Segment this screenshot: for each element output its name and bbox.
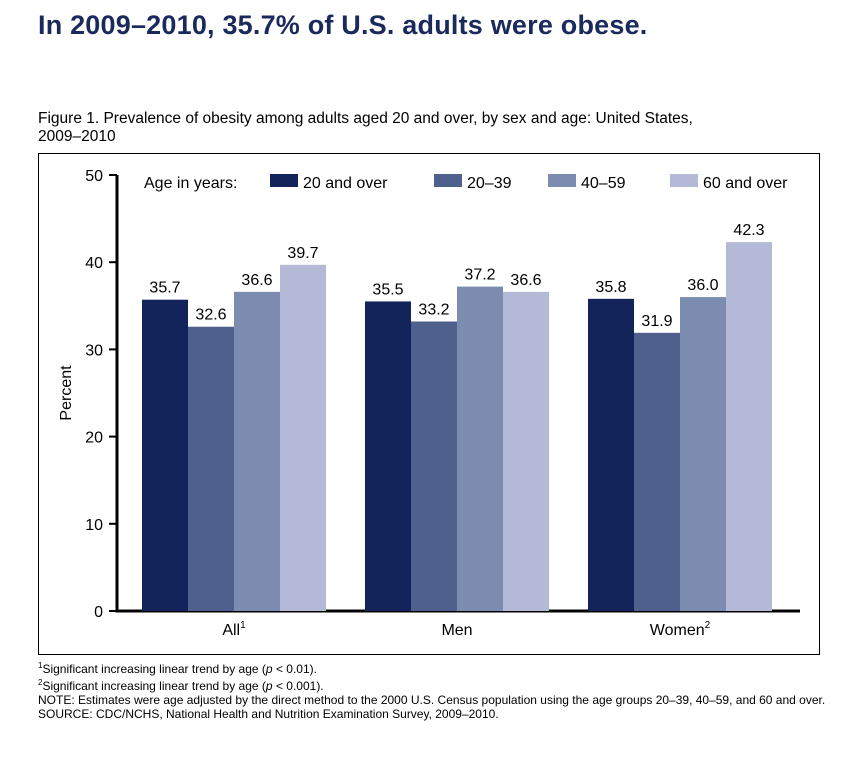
note-text: NOTE: Estimates were age adjusted by the…: [38, 693, 826, 707]
figure-frame: [38, 153, 820, 655]
bar-value-label: 42.3: [733, 222, 764, 239]
bar-value-label: 35.7: [149, 280, 180, 297]
x-category-label: Men: [441, 622, 472, 639]
bar: [680, 297, 726, 611]
figure-caption-line-2: 2009–2010: [38, 128, 116, 145]
bar-value-label: 35.8: [595, 279, 626, 296]
bar: [280, 264, 326, 611]
y-tick-label: 10: [85, 517, 103, 534]
legend-swatch: [670, 174, 698, 187]
y-tick-label: 20: [85, 430, 103, 447]
bar-value-label: 31.9: [641, 313, 672, 330]
legend-swatch: [548, 174, 576, 187]
bar: [365, 301, 411, 611]
figure-caption: Figure 1. Prevalence of obesity among ad…: [38, 110, 828, 146]
y-tick-label: 0: [94, 604, 103, 621]
source-text: SOURCE: CDC/NCHS, National Health and Nu…: [38, 707, 499, 721]
legend-swatch: [270, 174, 298, 187]
bar-value-label: 32.6: [195, 307, 226, 324]
legend-title: Age in years:: [144, 175, 237, 192]
bar: [726, 242, 772, 612]
figure-caption-line-1: Figure 1. Prevalence of obesity among ad…: [38, 110, 693, 127]
bar: [634, 332, 680, 611]
bar-value-label: 36.6: [510, 272, 541, 289]
legend-swatch: [434, 174, 462, 187]
bar-value-label: 35.5: [372, 281, 403, 298]
bar: [234, 291, 280, 611]
bar-value-label: 37.2: [464, 267, 495, 284]
bar-value-label: 36.6: [241, 272, 272, 289]
headline: In 2009–2010, 35.7% of U.S. adults were …: [38, 10, 648, 40]
bar: [503, 291, 549, 611]
bar: [457, 286, 503, 611]
legend-label: 40–59: [581, 175, 626, 192]
x-category-label: Women2: [650, 620, 711, 639]
y-tick-label: 40: [85, 255, 103, 272]
y-tick-label: 30: [85, 342, 103, 359]
legend-label: 60 and over: [703, 175, 788, 192]
footnote-1: 1Significant increasing linear trend by …: [38, 661, 317, 676]
bar-value-label: 39.7: [287, 245, 318, 262]
bar-value-label: 33.2: [418, 301, 449, 318]
bar: [411, 321, 457, 611]
bar: [588, 298, 634, 611]
legend-label: 20–39: [467, 175, 512, 192]
x-category-label: All1: [222, 620, 246, 639]
y-axis-label: Percent: [58, 365, 75, 421]
footnotes: 1Significant increasing linear trend by …: [38, 659, 828, 721]
bar-value-label: 36.0: [687, 277, 718, 294]
y-tick-label: 50: [85, 168, 103, 185]
legend-label: 20 and over: [303, 175, 388, 192]
bar: [142, 299, 188, 611]
footnote-2: 2Significant increasing linear trend by …: [38, 678, 324, 693]
bar: [188, 326, 234, 611]
